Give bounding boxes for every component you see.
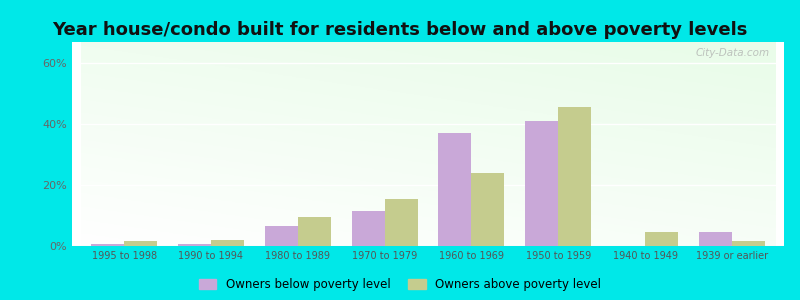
Bar: [265, 226, 298, 246]
Legend: Owners below poverty level, Owners above poverty level: Owners below poverty level, Owners above…: [198, 278, 602, 291]
Bar: [351, 211, 385, 246]
Text: City-Data.com: City-Data.com: [696, 48, 770, 58]
Bar: [385, 199, 418, 246]
Text: Year house/condo built for residents below and above poverty levels: Year house/condo built for residents bel…: [52, 21, 748, 39]
Bar: [298, 217, 330, 246]
Bar: [471, 173, 505, 246]
Bar: [558, 107, 591, 246]
Bar: [178, 244, 211, 246]
Bar: [438, 133, 471, 246]
Bar: [211, 240, 244, 246]
Bar: [91, 244, 124, 246]
Bar: [526, 121, 558, 246]
Bar: [699, 232, 732, 246]
Bar: [732, 242, 765, 246]
Bar: [124, 242, 157, 246]
Bar: [645, 232, 678, 246]
